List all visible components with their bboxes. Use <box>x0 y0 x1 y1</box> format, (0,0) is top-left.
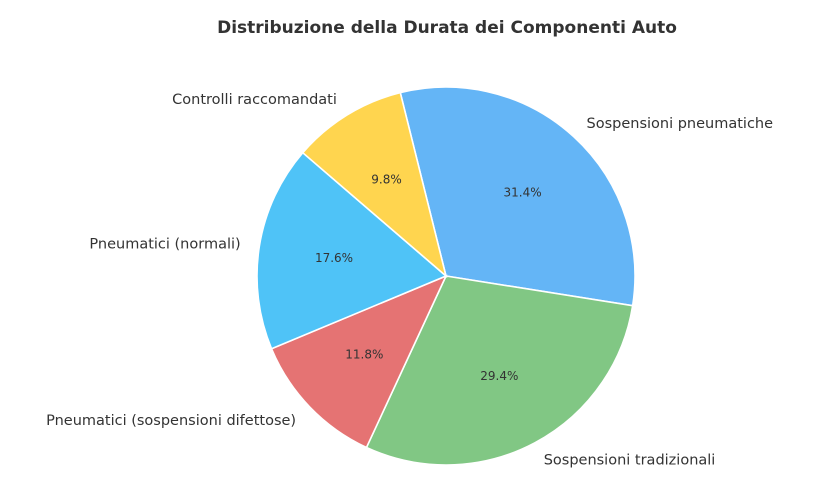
pie-slice-0 <box>399 86 636 307</box>
pie-slice-1 <box>365 275 634 466</box>
pie-slices <box>256 86 636 466</box>
slice-label-3: Pneumatici (normali) <box>89 236 240 252</box>
pie-slice-3 <box>256 151 448 350</box>
pie-slice-4 <box>301 91 448 279</box>
slice-label-4: Controlli raccomandati <box>172 92 337 108</box>
slice-label-1: Sospensioni tradizionali <box>544 453 716 469</box>
percent-label-3: 17.6% <box>315 251 353 265</box>
chart-title: Distribuzione della Durata dei Component… <box>217 18 677 38</box>
percent-label-1: 29.4% <box>480 369 518 383</box>
percent-label-2: 11.8% <box>345 348 383 362</box>
pie-slice-2 <box>270 274 448 449</box>
percent-label-0: 31.4% <box>504 185 542 199</box>
slice-label-0: Sospensioni pneumatiche <box>587 116 774 132</box>
percent-label-4: 9.8% <box>371 173 402 187</box>
slice-labels: Sospensioni pneumatiche Sospensioni tradi… <box>46 92 773 469</box>
slice-label-2: Pneumatici (sospensioni difettose) <box>46 413 296 429</box>
percent-labels: 31.4% 29.4% 11.8% 17.6% 9.8% <box>315 173 542 384</box>
